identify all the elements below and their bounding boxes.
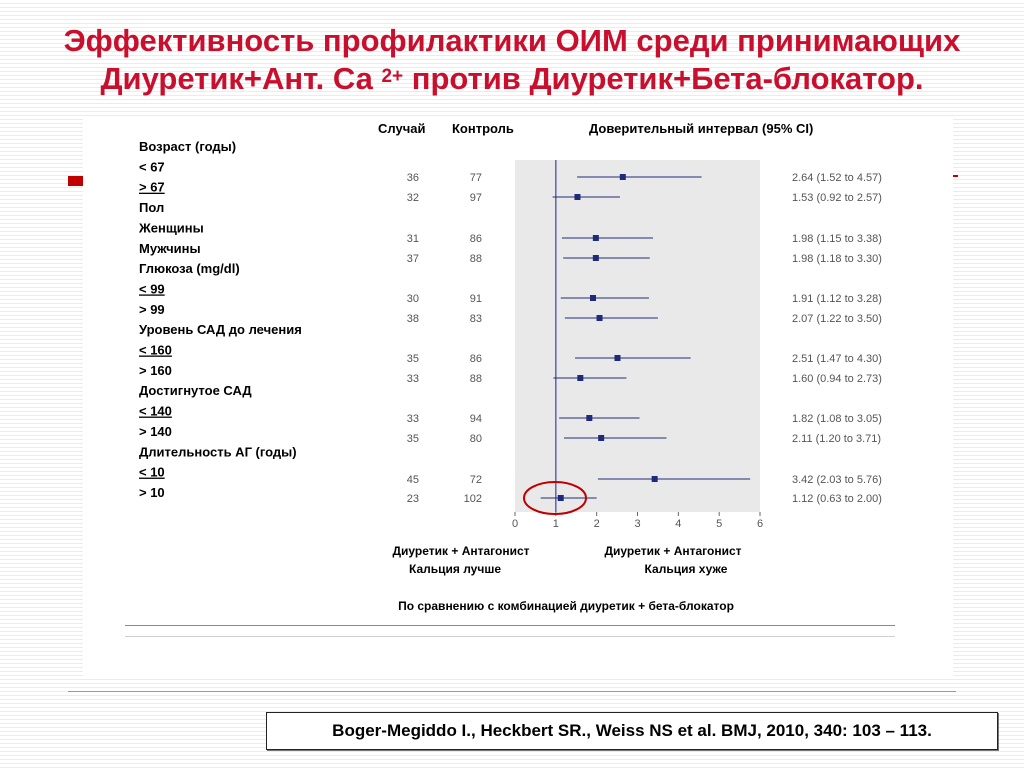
title-line-2-tail: против Диуретик+Бета-блокатор.: [403, 61, 924, 96]
row-label: Глюкоза (mg/dl): [139, 261, 240, 276]
figure-divider-line: [125, 625, 895, 626]
row-label: > 10: [139, 485, 165, 500]
odds-ratio-marker: [557, 495, 564, 501]
row-label: < 140: [139, 404, 172, 419]
odds-ratio-marker: [596, 315, 603, 321]
x-tick-label: 5: [716, 518, 722, 530]
title-line-2-superscript: 2+: [381, 66, 404, 87]
cases-count: 23: [407, 493, 419, 505]
ci-value-text: 2.64 (1.52 to 4.57): [792, 172, 882, 184]
row-label: < 99: [139, 281, 165, 296]
red-accent-bar-left: [68, 176, 88, 186]
ci-value-text: 2.51 (1.47 to 4.30): [792, 353, 882, 365]
odds-ratio-marker: [614, 355, 621, 361]
odds-ratio-marker: [577, 375, 584, 381]
ci-value-text: 1.60 (0.94 to 2.73): [792, 373, 882, 385]
worse-label-line-2: Кальция хуже: [645, 562, 728, 576]
better-label-line-1: Диуретик + Антагонист: [392, 544, 529, 558]
x-tick-label: 6: [757, 518, 763, 530]
footer-divider-line: [68, 691, 956, 692]
title-line-2-main: Диуретик+Ант. Са: [100, 61, 382, 96]
x-tick-label: 2: [594, 518, 600, 530]
cases-count: 30: [407, 293, 419, 305]
row-label: Возраст (годы): [139, 139, 236, 154]
plot-area-background: [515, 160, 760, 512]
controls-count: 88: [470, 373, 482, 385]
row-label: Уровень САД до лечения: [139, 322, 302, 337]
row-label: Мужчины: [139, 241, 201, 256]
controls-count: 86: [470, 233, 482, 245]
header-confidence-interval: Доверительный интервал (95% CI): [589, 121, 813, 136]
x-tick-label: 3: [634, 518, 640, 530]
title-line-2: Диуретик+Ант. Са 2+ против Диуретик+Бета…: [0, 60, 1024, 98]
odds-ratio-marker: [598, 435, 605, 441]
highlight-ellipse: [523, 481, 587, 515]
row-label: < 10: [139, 465, 165, 480]
controls-count: 102: [464, 493, 482, 505]
ci-value-text: 3.42 (2.03 to 5.76): [792, 474, 882, 486]
controls-count: 83: [470, 313, 482, 325]
ci-value-text: 1.53 (0.92 to 2.57): [792, 192, 882, 204]
controls-count: 97: [470, 192, 482, 204]
ci-value-text: 2.11 (1.20 to 3.71): [792, 433, 881, 445]
row-label: > 160: [139, 363, 172, 378]
row-label: Пол: [139, 200, 164, 215]
controls-count: 91: [470, 293, 482, 305]
odds-ratio-marker: [619, 174, 626, 180]
slide-title: Эффективность профилактики ОИМ среди при…: [0, 22, 1024, 98]
ci-value-text: 2.07 (1.22 to 3.50): [792, 313, 882, 325]
comparison-label: По сравнению с комбинацией диуретик + бе…: [398, 599, 734, 613]
odds-ratio-marker: [586, 415, 593, 421]
ci-value-text: 1.91 (1.12 to 3.28): [792, 293, 882, 305]
row-label: > 140: [139, 424, 172, 439]
title-line-1: Эффективность профилактики ОИМ среди при…: [63, 23, 961, 58]
row-label: > 67: [139, 180, 165, 195]
odds-ratio-marker: [589, 295, 596, 301]
cases-count: 37: [407, 253, 419, 265]
header-cases: Случай: [378, 121, 425, 136]
ci-value-text: 1.98 (1.18 to 3.30): [792, 253, 882, 265]
controls-count: 72: [470, 474, 482, 486]
x-tick-label: 1: [553, 518, 559, 530]
ci-value-text: 1.82 (1.08 to 3.05): [792, 413, 882, 425]
header-controls: Контроль: [452, 121, 514, 136]
cases-count: 36: [407, 172, 419, 184]
cases-count: 35: [407, 433, 419, 445]
controls-count: 88: [470, 253, 482, 265]
cases-count: 45: [407, 474, 419, 486]
controls-count: 94: [470, 413, 482, 425]
odds-ratio-marker: [592, 255, 599, 261]
row-label: Женщины: [138, 220, 204, 235]
row-label: > 99: [139, 302, 165, 317]
cases-count: 31: [407, 233, 419, 245]
controls-count: 77: [470, 172, 482, 184]
x-tick-label: 0: [512, 518, 518, 530]
ci-value-text: 1.98 (1.15 to 3.38): [792, 233, 882, 245]
cases-count: 38: [407, 313, 419, 325]
controls-count: 86: [470, 353, 482, 365]
odds-ratio-marker: [651, 476, 658, 482]
controls-count: 80: [470, 433, 482, 445]
odds-ratio-marker: [592, 235, 599, 241]
figure-divider-line-faint: [125, 636, 895, 637]
row-label: < 160: [139, 343, 172, 358]
better-label-line-2: Кальция лучше: [409, 562, 501, 576]
x-tick-label: 4: [675, 518, 681, 530]
citation-box: Boger-Megiddo I., Heckbert SR., Weiss NS…: [266, 712, 998, 750]
worse-label-line-1: Диуретик + Антагонист: [604, 544, 741, 558]
row-label: < 67: [139, 159, 165, 174]
row-label: Длительность АГ (годы): [139, 444, 297, 459]
row-label: Достигнутое САД: [139, 383, 252, 398]
ci-value-text: 1.12 (0.63 to 2.00): [792, 493, 882, 505]
cases-count: 32: [407, 192, 419, 204]
cases-count: 33: [407, 413, 419, 425]
odds-ratio-marker: [574, 194, 581, 200]
cases-count: 35: [407, 353, 419, 365]
cases-count: 33: [407, 373, 419, 385]
citation-text: Boger-Megiddo I., Heckbert SR., Weiss NS…: [332, 721, 932, 740]
